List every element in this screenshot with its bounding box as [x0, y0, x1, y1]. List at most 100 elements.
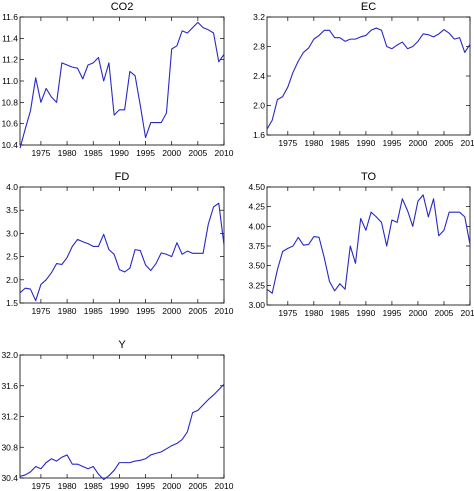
x-tick-label: 2005: [188, 481, 207, 491]
data-point: [176, 45, 177, 46]
y-tick-label: 4.0: [6, 182, 18, 192]
data-point: [114, 470, 115, 471]
data-point: [443, 230, 444, 231]
x-tick-label: 2000: [162, 306, 181, 316]
data-point: [355, 263, 356, 264]
data-point: [202, 253, 203, 254]
x-tick-label: 2010: [461, 138, 474, 148]
y-tick-label: 10.8: [1, 97, 18, 107]
data-point: [282, 96, 283, 97]
data-point: [197, 410, 198, 411]
data-point: [61, 457, 62, 458]
data-point: [282, 251, 283, 252]
data-point: [30, 288, 31, 289]
x-tick-label: 1975: [31, 306, 50, 316]
data-point: [119, 109, 120, 110]
y-tick-label: 3.50: [248, 261, 265, 271]
chart-title: Y: [118, 339, 126, 351]
data-point: [187, 32, 188, 33]
data-point: [402, 198, 403, 199]
x-tick-label: 1995: [136, 481, 155, 491]
x-tick-label: 1990: [110, 481, 129, 491]
chart-panel-to: TO 3.00 3.25 3.50 3.75 4.00 4.25 4.50 1975 1980 19…: [248, 171, 474, 318]
y-tick-label: 3.2: [253, 12, 265, 22]
data-point: [433, 36, 434, 37]
data-point: [208, 29, 209, 30]
y-tick-label: 4.00: [248, 221, 265, 231]
x-tick-label: 2010: [215, 306, 234, 316]
data-point: [25, 288, 26, 289]
chart-panel-co2: CO2 10.4 10.6 10.8 11.0 11.2 11.4 11.6 1975 1980 1…: [1, 1, 233, 158]
data-point: [407, 48, 408, 49]
x-tick-label: 2005: [435, 308, 454, 318]
data-point: [412, 46, 413, 47]
data-point: [87, 64, 88, 65]
y-tick-label: 3.75: [248, 241, 265, 251]
data-point: [298, 237, 299, 238]
data-point: [93, 466, 94, 467]
x-tick-label: 1995: [382, 138, 401, 148]
y-tick-label: 32.0: [1, 350, 18, 360]
data-point: [119, 269, 120, 270]
chart-panel-y: Y 30.4 30.8 31.2 31.6 32.0 1975 1980 1985 1990 199…: [1, 339, 233, 491]
data-point: [218, 389, 219, 390]
x-tick-label: 2005: [435, 138, 454, 148]
chart-title: CO2: [111, 1, 134, 13]
data-point: [213, 206, 214, 207]
data-point: [182, 254, 183, 255]
data-point: [423, 194, 424, 195]
data-point: [155, 263, 156, 264]
data-point: [93, 246, 94, 247]
data-point: [187, 250, 188, 251]
data-point: [464, 52, 465, 53]
x-tick-label: 1995: [382, 308, 401, 318]
data-point: [145, 137, 146, 138]
data-point: [423, 33, 424, 34]
data-point: [40, 468, 41, 469]
x-tick-label: 1980: [58, 306, 77, 316]
data-point: [339, 283, 340, 284]
data-point: [365, 35, 366, 36]
series-line-to: [266, 194, 471, 294]
data-point: [428, 34, 429, 35]
data-point: [350, 39, 351, 40]
data-point: [150, 270, 151, 271]
x-tick-label: 1975: [278, 138, 297, 148]
data-point: [72, 464, 73, 465]
data-point: [438, 235, 439, 236]
data-point: [313, 39, 314, 40]
x-tick-label: 1985: [330, 308, 349, 318]
y-tick-label: 30.8: [1, 442, 18, 452]
chart-panel-fd: FD 1.5 2.0 2.5 3.0 3.5 4.0 1975 1980 1985 1990 1995…: [6, 171, 234, 316]
x-tick-label: 1975: [31, 481, 50, 491]
data-point: [197, 253, 198, 254]
data-point: [303, 245, 304, 246]
data-point: [103, 80, 104, 81]
data-point: [192, 412, 193, 413]
data-point: [166, 448, 167, 449]
data-point: [197, 22, 198, 23]
y-tick-label: 2.4: [253, 71, 265, 81]
data-point: [192, 27, 193, 28]
data-point: [344, 41, 345, 42]
data-point: [46, 279, 47, 280]
data-point: [324, 30, 325, 31]
data-point: [82, 241, 83, 242]
data-point: [114, 115, 115, 116]
data-point: [30, 110, 31, 111]
data-point: [433, 198, 434, 199]
data-point: [417, 201, 418, 202]
data-point: [334, 290, 335, 291]
data-point: [19, 148, 20, 149]
y-tick-label: 10.4: [1, 140, 18, 150]
data-point: [298, 61, 299, 62]
data-point: [72, 67, 73, 68]
y-tick-label: 2.0: [253, 101, 265, 111]
data-point: [93, 62, 94, 63]
y-tick-label: 11.4: [2, 33, 18, 43]
data-point: [454, 212, 455, 213]
data-point: [218, 203, 219, 204]
data-point: [35, 466, 36, 467]
data-point: [35, 77, 36, 78]
x-tick-label: 1990: [356, 138, 375, 148]
